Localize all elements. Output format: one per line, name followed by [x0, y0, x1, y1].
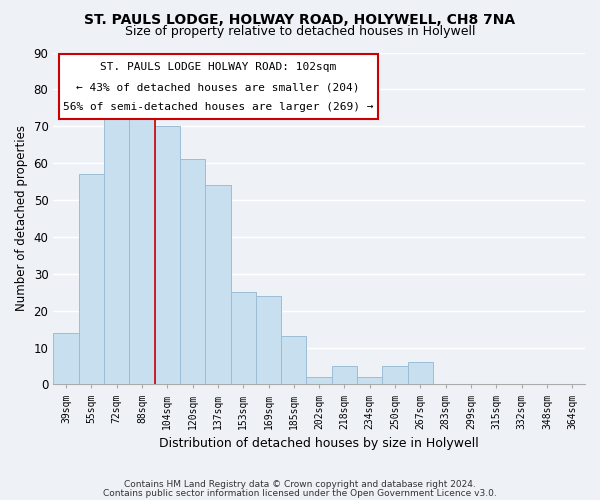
Bar	[79, 174, 104, 384]
Bar	[307, 377, 332, 384]
Text: ST. PAULS LODGE, HOLWAY ROAD, HOLYWELL, CH8 7NA: ST. PAULS LODGE, HOLWAY ROAD, HOLYWELL, …	[85, 12, 515, 26]
Text: ST. PAULS LODGE HOLWAY ROAD: 102sqm: ST. PAULS LODGE HOLWAY ROAD: 102sqm	[100, 62, 336, 72]
Text: ← 43% of detached houses are smaller (204): ← 43% of detached houses are smaller (20…	[76, 82, 360, 92]
Bar	[256, 296, 281, 384]
Bar	[180, 160, 205, 384]
Bar	[230, 292, 256, 384]
Bar	[205, 186, 230, 384]
Bar	[104, 115, 129, 384]
Text: 56% of semi-detached houses are larger (269) →: 56% of semi-detached houses are larger (…	[63, 102, 373, 112]
Y-axis label: Number of detached properties: Number of detached properties	[15, 126, 28, 312]
X-axis label: Distribution of detached houses by size in Holywell: Distribution of detached houses by size …	[159, 437, 479, 450]
Bar	[408, 362, 433, 384]
Bar	[155, 126, 180, 384]
Bar	[129, 115, 155, 384]
Bar	[53, 333, 79, 384]
Text: Contains public sector information licensed under the Open Government Licence v3: Contains public sector information licen…	[103, 488, 497, 498]
Bar	[281, 336, 307, 384]
Text: Contains HM Land Registry data © Crown copyright and database right 2024.: Contains HM Land Registry data © Crown c…	[124, 480, 476, 489]
Text: Size of property relative to detached houses in Holywell: Size of property relative to detached ho…	[125, 25, 475, 38]
Bar	[332, 366, 357, 384]
Bar	[382, 366, 408, 384]
Bar	[357, 377, 382, 384]
FancyBboxPatch shape	[59, 54, 377, 119]
